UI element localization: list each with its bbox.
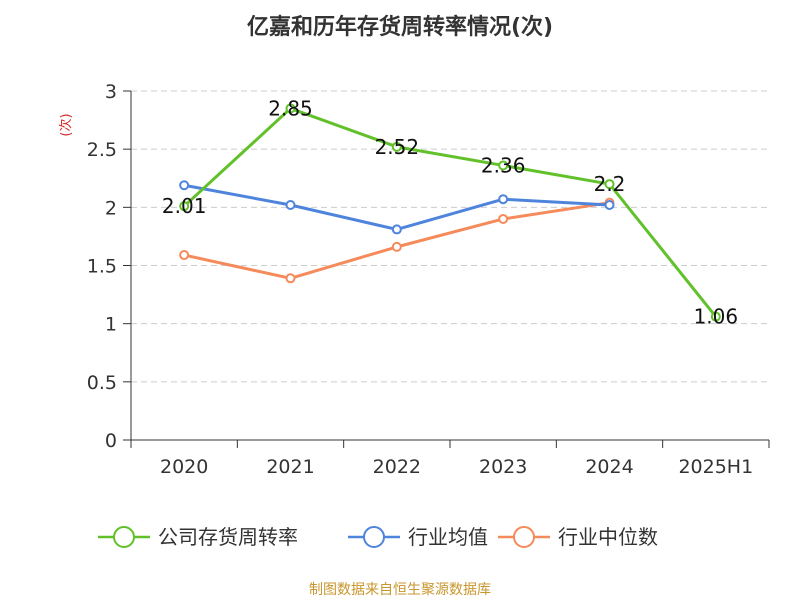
- data-point: [179, 201, 190, 212]
- data-point: [285, 200, 296, 211]
- series-1: [179, 180, 615, 235]
- data-point: [391, 141, 402, 152]
- data-label: 2.2: [594, 172, 626, 196]
- data-point: [285, 273, 296, 284]
- y-tick-label: 2.5: [87, 139, 117, 161]
- legend-item: 行业中位数: [498, 525, 658, 549]
- series-line: [183, 201, 610, 280]
- data-label: 1.06: [694, 305, 739, 329]
- data-point: [604, 179, 615, 190]
- data-point: [498, 213, 509, 224]
- legend-label: 行业均值: [408, 525, 488, 549]
- data-point: [498, 160, 509, 171]
- legend-label: 公司存货周转率: [158, 525, 298, 549]
- legend: 公司存货周转率 行业均值 行业中位数: [98, 525, 658, 549]
- x-tick-label: 2022: [373, 456, 421, 478]
- series-lines: [179, 103, 721, 322]
- legend-marker: [513, 526, 535, 548]
- y-axis-unit: (次): [58, 113, 74, 136]
- data-label: 2.85: [268, 96, 313, 120]
- data-labels: 2.01 2.85 2.52 2.36 2.2 1.06: [162, 96, 738, 328]
- y-tick-label: 0.5: [87, 372, 117, 394]
- legend-marker: [363, 526, 385, 548]
- x-tick-label: 2020: [160, 456, 208, 478]
- data-point: [604, 200, 615, 211]
- data-point: [710, 311, 721, 322]
- grid-lines: [131, 90, 769, 383]
- legend-marker: [113, 526, 135, 548]
- data-label: 2.36: [481, 153, 526, 177]
- legend-label: 行业中位数: [558, 525, 658, 549]
- series-0: [179, 103, 721, 322]
- x-tick-label: 2025H1: [678, 456, 753, 478]
- y-tick-label: 1: [105, 314, 117, 336]
- data-point: [391, 224, 402, 235]
- y-tick-label: 0: [105, 430, 117, 452]
- y-tick-label: 1.5: [87, 256, 117, 278]
- x-tick-label: 2021: [266, 456, 314, 478]
- data-label: 2.01: [162, 194, 207, 218]
- chart-title: 亿嘉和历年存货周转率情况(次): [247, 14, 553, 40]
- legend-item: 公司存货周转率: [98, 525, 298, 549]
- x-tick-label: 2023: [479, 456, 527, 478]
- legend-item: 行业均值: [348, 525, 488, 549]
- data-point: [285, 103, 296, 114]
- source-note: 制图数据来自恒生聚源数据库: [309, 582, 491, 598]
- y-tick-label: 3: [105, 81, 117, 103]
- data-label: 2.52: [375, 135, 420, 159]
- y-tick-label: 2: [105, 197, 117, 219]
- series-2: [179, 197, 615, 284]
- axes: 0 0.5 1 1.5 2 2.5 3 2020 2021 2022 2023 2024 2025H1: [87, 81, 770, 478]
- data-point: [179, 180, 190, 191]
- data-point: [179, 250, 190, 261]
- series-line: [183, 106, 718, 318]
- data-point: [498, 194, 509, 205]
- data-point: [391, 241, 402, 252]
- x-tick-label: 2024: [585, 456, 633, 478]
